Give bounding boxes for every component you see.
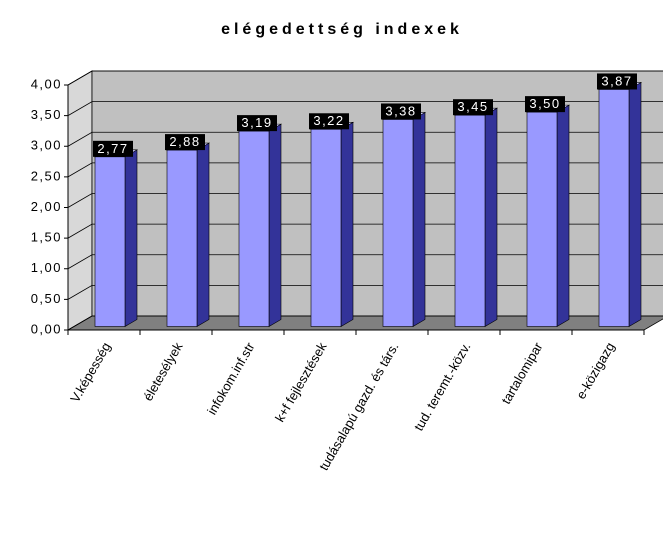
bar-side bbox=[340, 121, 354, 328]
x-tick-label: e-közigazg bbox=[573, 340, 617, 402]
y-tick-label: 4,00 bbox=[31, 76, 62, 91]
bar bbox=[310, 128, 342, 327]
value-label-bg bbox=[525, 96, 565, 113]
value-label-bg bbox=[309, 113, 349, 130]
y-tick-label: 3,50 bbox=[31, 107, 62, 122]
value-label: 3,22 bbox=[313, 113, 344, 128]
value-label-bg bbox=[93, 140, 133, 157]
x-tick-label: k+f fejlesztések bbox=[272, 339, 330, 424]
value-label-bg bbox=[237, 115, 277, 132]
x-tick-label: infokom.inf.str bbox=[204, 339, 258, 417]
bar-side bbox=[628, 81, 642, 328]
value-label-bg bbox=[381, 103, 421, 120]
x-tick-label: életesélyek bbox=[140, 339, 186, 403]
y-tick-label: 1,50 bbox=[31, 230, 62, 245]
bar bbox=[94, 156, 126, 327]
x-tick-label: tudásalapú gazd. és társ. bbox=[316, 340, 402, 473]
bar-side bbox=[124, 149, 138, 328]
value-label: 2,88 bbox=[169, 134, 200, 149]
value-label-bg bbox=[165, 134, 205, 151]
value-label: 3,50 bbox=[529, 96, 560, 111]
y-tick-label: 3,00 bbox=[31, 138, 62, 153]
x-tick-label: tartalomipar bbox=[498, 339, 546, 407]
y-tick-label: 2,00 bbox=[31, 199, 62, 214]
bar bbox=[238, 130, 270, 327]
y-tick-label: 0,00 bbox=[31, 321, 62, 336]
value-label-bg bbox=[453, 99, 493, 116]
value-label: 3,45 bbox=[457, 99, 488, 114]
value-label: 3,19 bbox=[241, 115, 272, 130]
floor bbox=[66, 315, 663, 331]
value-label: 3,87 bbox=[601, 73, 632, 88]
bar-side bbox=[412, 111, 426, 328]
y-tick-label: 0,50 bbox=[31, 291, 62, 306]
bar bbox=[526, 111, 558, 327]
x-tick-label: V.képesség bbox=[67, 340, 113, 405]
bar-side bbox=[556, 104, 570, 328]
x-tick-label: tud. teremt.-közv. bbox=[411, 340, 474, 434]
y-tick-label: 1,00 bbox=[31, 260, 62, 275]
value-label: 3,38 bbox=[385, 103, 416, 118]
bar bbox=[454, 114, 486, 327]
grid-line bbox=[67, 70, 663, 86]
value-label: 2,77 bbox=[97, 141, 128, 156]
bar bbox=[598, 89, 630, 327]
bar-side bbox=[484, 107, 498, 328]
chart-title: elégedettség indexek bbox=[221, 21, 463, 38]
bar-side bbox=[268, 123, 282, 328]
bar bbox=[166, 149, 198, 327]
value-label-bg bbox=[597, 73, 637, 90]
y-tick-label: 2,50 bbox=[31, 168, 62, 183]
bar-side bbox=[196, 142, 210, 328]
bar bbox=[382, 119, 414, 327]
